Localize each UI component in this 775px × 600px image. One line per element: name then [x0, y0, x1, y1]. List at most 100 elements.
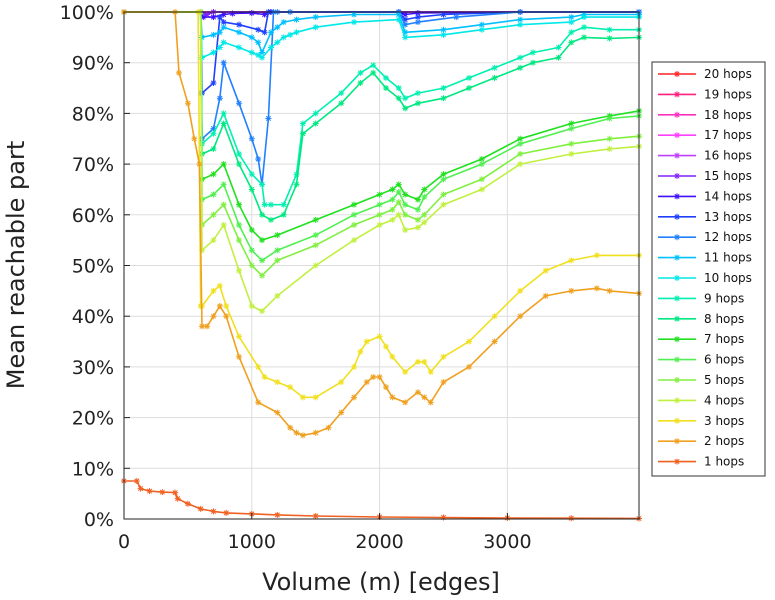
data-point [159, 489, 166, 496]
data-point [236, 353, 243, 360]
legend-marker [674, 295, 680, 302]
data-point [440, 379, 447, 386]
data-point [216, 14, 223, 21]
data-point [293, 29, 300, 36]
legend-marker [674, 132, 680, 139]
legend-label: 6 hops [704, 353, 744, 367]
y-tick-label: 30% [72, 357, 114, 379]
legend-label: 3 hops [704, 414, 744, 428]
data-point [312, 232, 319, 239]
data-point [312, 262, 319, 269]
data-point [517, 150, 524, 157]
data-point [568, 19, 575, 26]
y-tick-label: 40% [72, 306, 114, 328]
data-point [402, 399, 409, 406]
data-point [293, 429, 300, 436]
data-point [236, 21, 243, 28]
data-point [210, 79, 217, 86]
data-point [395, 211, 402, 218]
legend-label: 11 hops [704, 251, 752, 265]
data-point [606, 26, 613, 33]
data-point [357, 69, 364, 76]
data-point [466, 338, 473, 345]
data-point [248, 34, 255, 41]
data-point [210, 145, 217, 152]
legend-marker [674, 234, 680, 241]
data-point [248, 186, 255, 193]
data-point [440, 31, 447, 38]
data-point [568, 140, 575, 147]
data-point [210, 191, 217, 198]
data-point [338, 409, 345, 416]
data-point [248, 135, 255, 142]
data-point [299, 120, 306, 127]
data-point [568, 125, 575, 132]
data-point [478, 21, 485, 28]
data-point [210, 237, 217, 244]
data-point [220, 59, 227, 66]
data-point [466, 74, 473, 81]
data-point [312, 14, 319, 21]
data-point [414, 196, 421, 203]
legend-label: 18 hops [704, 108, 752, 122]
data-point [220, 161, 227, 168]
data-point [210, 313, 217, 320]
data-point [478, 26, 485, 33]
legend-label: 13 hops [704, 210, 752, 224]
data-point [414, 224, 421, 231]
data-point [255, 39, 262, 46]
data-point [312, 216, 319, 223]
data-point [351, 394, 358, 401]
data-point [299, 130, 306, 137]
data-point [216, 29, 223, 36]
data-point [204, 323, 211, 330]
data-point [220, 120, 227, 127]
legend-box [651, 61, 766, 477]
data-point [395, 199, 402, 206]
data-point [376, 221, 383, 228]
data-point [395, 16, 402, 23]
data-point [478, 156, 485, 163]
data-point [248, 10, 255, 17]
data-point [210, 31, 217, 38]
data-point [402, 105, 409, 112]
data-point [210, 130, 217, 137]
data-point [267, 44, 274, 51]
data-point [606, 287, 613, 294]
data-point [196, 161, 203, 168]
legend-label: 1 hops [704, 455, 744, 469]
data-point [274, 379, 281, 386]
data-point [382, 384, 389, 391]
data-point [274, 232, 281, 239]
data-point [478, 186, 485, 193]
data-point [568, 120, 575, 127]
data-point [414, 389, 421, 396]
data-point [236, 44, 243, 51]
data-point [593, 252, 600, 259]
data-point [261, 11, 268, 18]
data-point [210, 125, 217, 132]
data-point [351, 211, 358, 218]
data-point [267, 216, 274, 223]
data-point [216, 282, 223, 289]
data-point [220, 19, 227, 26]
data-point [198, 54, 205, 61]
data-point [248, 247, 255, 254]
data-point [568, 287, 575, 294]
legend-marker [674, 91, 680, 98]
legend-marker [674, 315, 680, 322]
data-point [198, 323, 205, 330]
series-line-8-hops [124, 11, 640, 221]
legend-marker [674, 173, 680, 179]
data-point [210, 171, 217, 178]
data-point [210, 14, 217, 21]
data-point [395, 188, 402, 195]
data-point [402, 16, 409, 23]
data-point [395, 95, 402, 102]
legend-marker [674, 254, 680, 261]
data-point [220, 24, 227, 31]
data-point [184, 100, 191, 107]
data-point [478, 176, 485, 183]
data-point [216, 95, 223, 102]
data-point [287, 31, 294, 38]
